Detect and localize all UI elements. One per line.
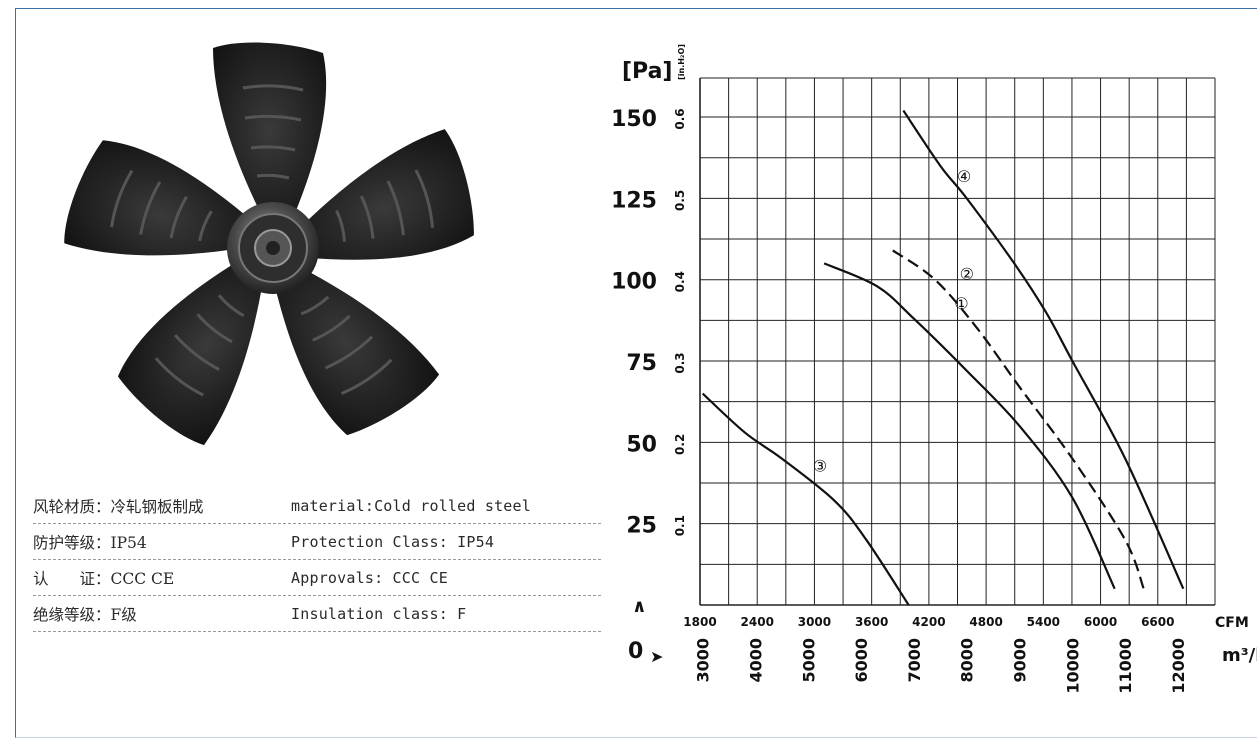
y2-tick-label: 0.4 bbox=[673, 271, 687, 292]
curve-series-4 bbox=[902, 109, 1185, 590]
spec-cn-label: 认 证：CCC CE bbox=[33, 569, 175, 588]
y2-tick-label: 0.2 bbox=[673, 434, 687, 455]
spec-en-label: Insulation class: F bbox=[291, 604, 467, 623]
x-cfm-tick-label: 1800 bbox=[683, 615, 716, 629]
spec-en-label: material:Cold rolled steel bbox=[291, 496, 531, 515]
x-cfm-tick-label: 6000 bbox=[1084, 615, 1117, 629]
spec-table: 风轮材质：冷轧钢板制成 material:Cold rolled steel 防… bbox=[33, 488, 601, 632]
x-m3h-tick-label: 5000 bbox=[799, 638, 818, 683]
chart-labels: 150 0.6 125 0.5 100 0.4 75 0.3 50 0.2 25 0.1 [Pa] [in… bbox=[611, 44, 1257, 694]
x-m3h-tick-label: 11000 bbox=[1116, 638, 1135, 694]
spec-cn-label: 风轮材质：冷轧钢板制成 bbox=[33, 497, 204, 516]
x-cfm-tick-label: 5400 bbox=[1027, 615, 1060, 629]
x-m3h-tick-label: 9000 bbox=[1011, 638, 1030, 683]
spec-cn-label: 防护等级：IP54 bbox=[33, 533, 147, 552]
y2-tick-label: 0.5 bbox=[673, 190, 687, 211]
spec-row-approvals: 认 证：CCC CE Approvals: CCC CE bbox=[33, 560, 601, 596]
origin-y-marker: ∧ bbox=[632, 596, 647, 617]
curve-label-1: ① bbox=[954, 294, 968, 313]
x-cfm-tick-label: 4800 bbox=[969, 615, 1002, 629]
chart-curves bbox=[701, 109, 1185, 606]
origin-x-marker: ➤ bbox=[650, 647, 663, 666]
y-tick-label: 100 bbox=[611, 270, 657, 295]
spec-row-protection: 防护等级：IP54 Protection Class: IP54 bbox=[33, 524, 601, 560]
y2-unit-label: [in.H₂O] bbox=[677, 44, 686, 80]
y-unit-label: [Pa] bbox=[622, 59, 673, 84]
spec-cn-label: 绝缘等级：F级 bbox=[33, 605, 137, 624]
spec-en-label: Protection Class: IP54 bbox=[291, 532, 495, 551]
spec-row-insulation: 绝缘等级：F级 Insulation class: F bbox=[33, 596, 601, 632]
x-m3h-tick-label: 10000 bbox=[1063, 638, 1082, 694]
x-m3h-tick-label: 3000 bbox=[694, 638, 713, 683]
x-cfm-tick-label: 3000 bbox=[798, 615, 831, 629]
curve-series-2 bbox=[892, 249, 1145, 590]
curve-label-2: ② bbox=[960, 265, 974, 284]
spec-en-label: Approvals: CCC CE bbox=[291, 568, 448, 587]
x-m3h-tick-label: 7000 bbox=[905, 638, 924, 683]
spec-row-material: 风轮材质：冷轧钢板制成 material:Cold rolled steel bbox=[33, 488, 601, 524]
y2-tick-label: 0.1 bbox=[673, 515, 687, 536]
x-m3h-tick-label: 4000 bbox=[746, 638, 765, 683]
y2-tick-label: 0.6 bbox=[673, 108, 687, 129]
curve-label-4: ④ bbox=[957, 167, 971, 186]
x-cfm-tick-label: 2400 bbox=[741, 615, 774, 629]
curve-series-1 bbox=[823, 262, 1116, 590]
curve-series-3 bbox=[701, 392, 910, 606]
x-cfm-tick-label: 6600 bbox=[1141, 615, 1174, 629]
fan-impeller-image bbox=[57, 42, 487, 451]
content-frame bbox=[15, 8, 1257, 738]
x-m3h-tick-label: 6000 bbox=[852, 638, 871, 683]
y-tick-label: 25 bbox=[626, 514, 657, 539]
y-tick-label: 75 bbox=[626, 351, 657, 376]
chart-grid bbox=[699, 77, 1216, 606]
origin-label: 0 bbox=[628, 639, 643, 664]
curve-label-3: ③ bbox=[813, 457, 827, 476]
x-cfm-tick-label: 3600 bbox=[855, 615, 888, 629]
y-tick-label: 50 bbox=[626, 432, 657, 457]
x-m3h-tick-label: 8000 bbox=[958, 638, 977, 683]
y-tick-label: 125 bbox=[611, 188, 657, 213]
x-m3h-tick-label: 12000 bbox=[1169, 638, 1188, 694]
y2-tick-label: 0.3 bbox=[673, 352, 687, 373]
y-tick-label: 150 bbox=[611, 107, 657, 132]
x-cfm-tick-label: 4200 bbox=[912, 615, 945, 629]
x-m3h-unit-label: m³/h bbox=[1222, 645, 1257, 666]
x-cfm-unit-label: CFM bbox=[1215, 615, 1249, 631]
